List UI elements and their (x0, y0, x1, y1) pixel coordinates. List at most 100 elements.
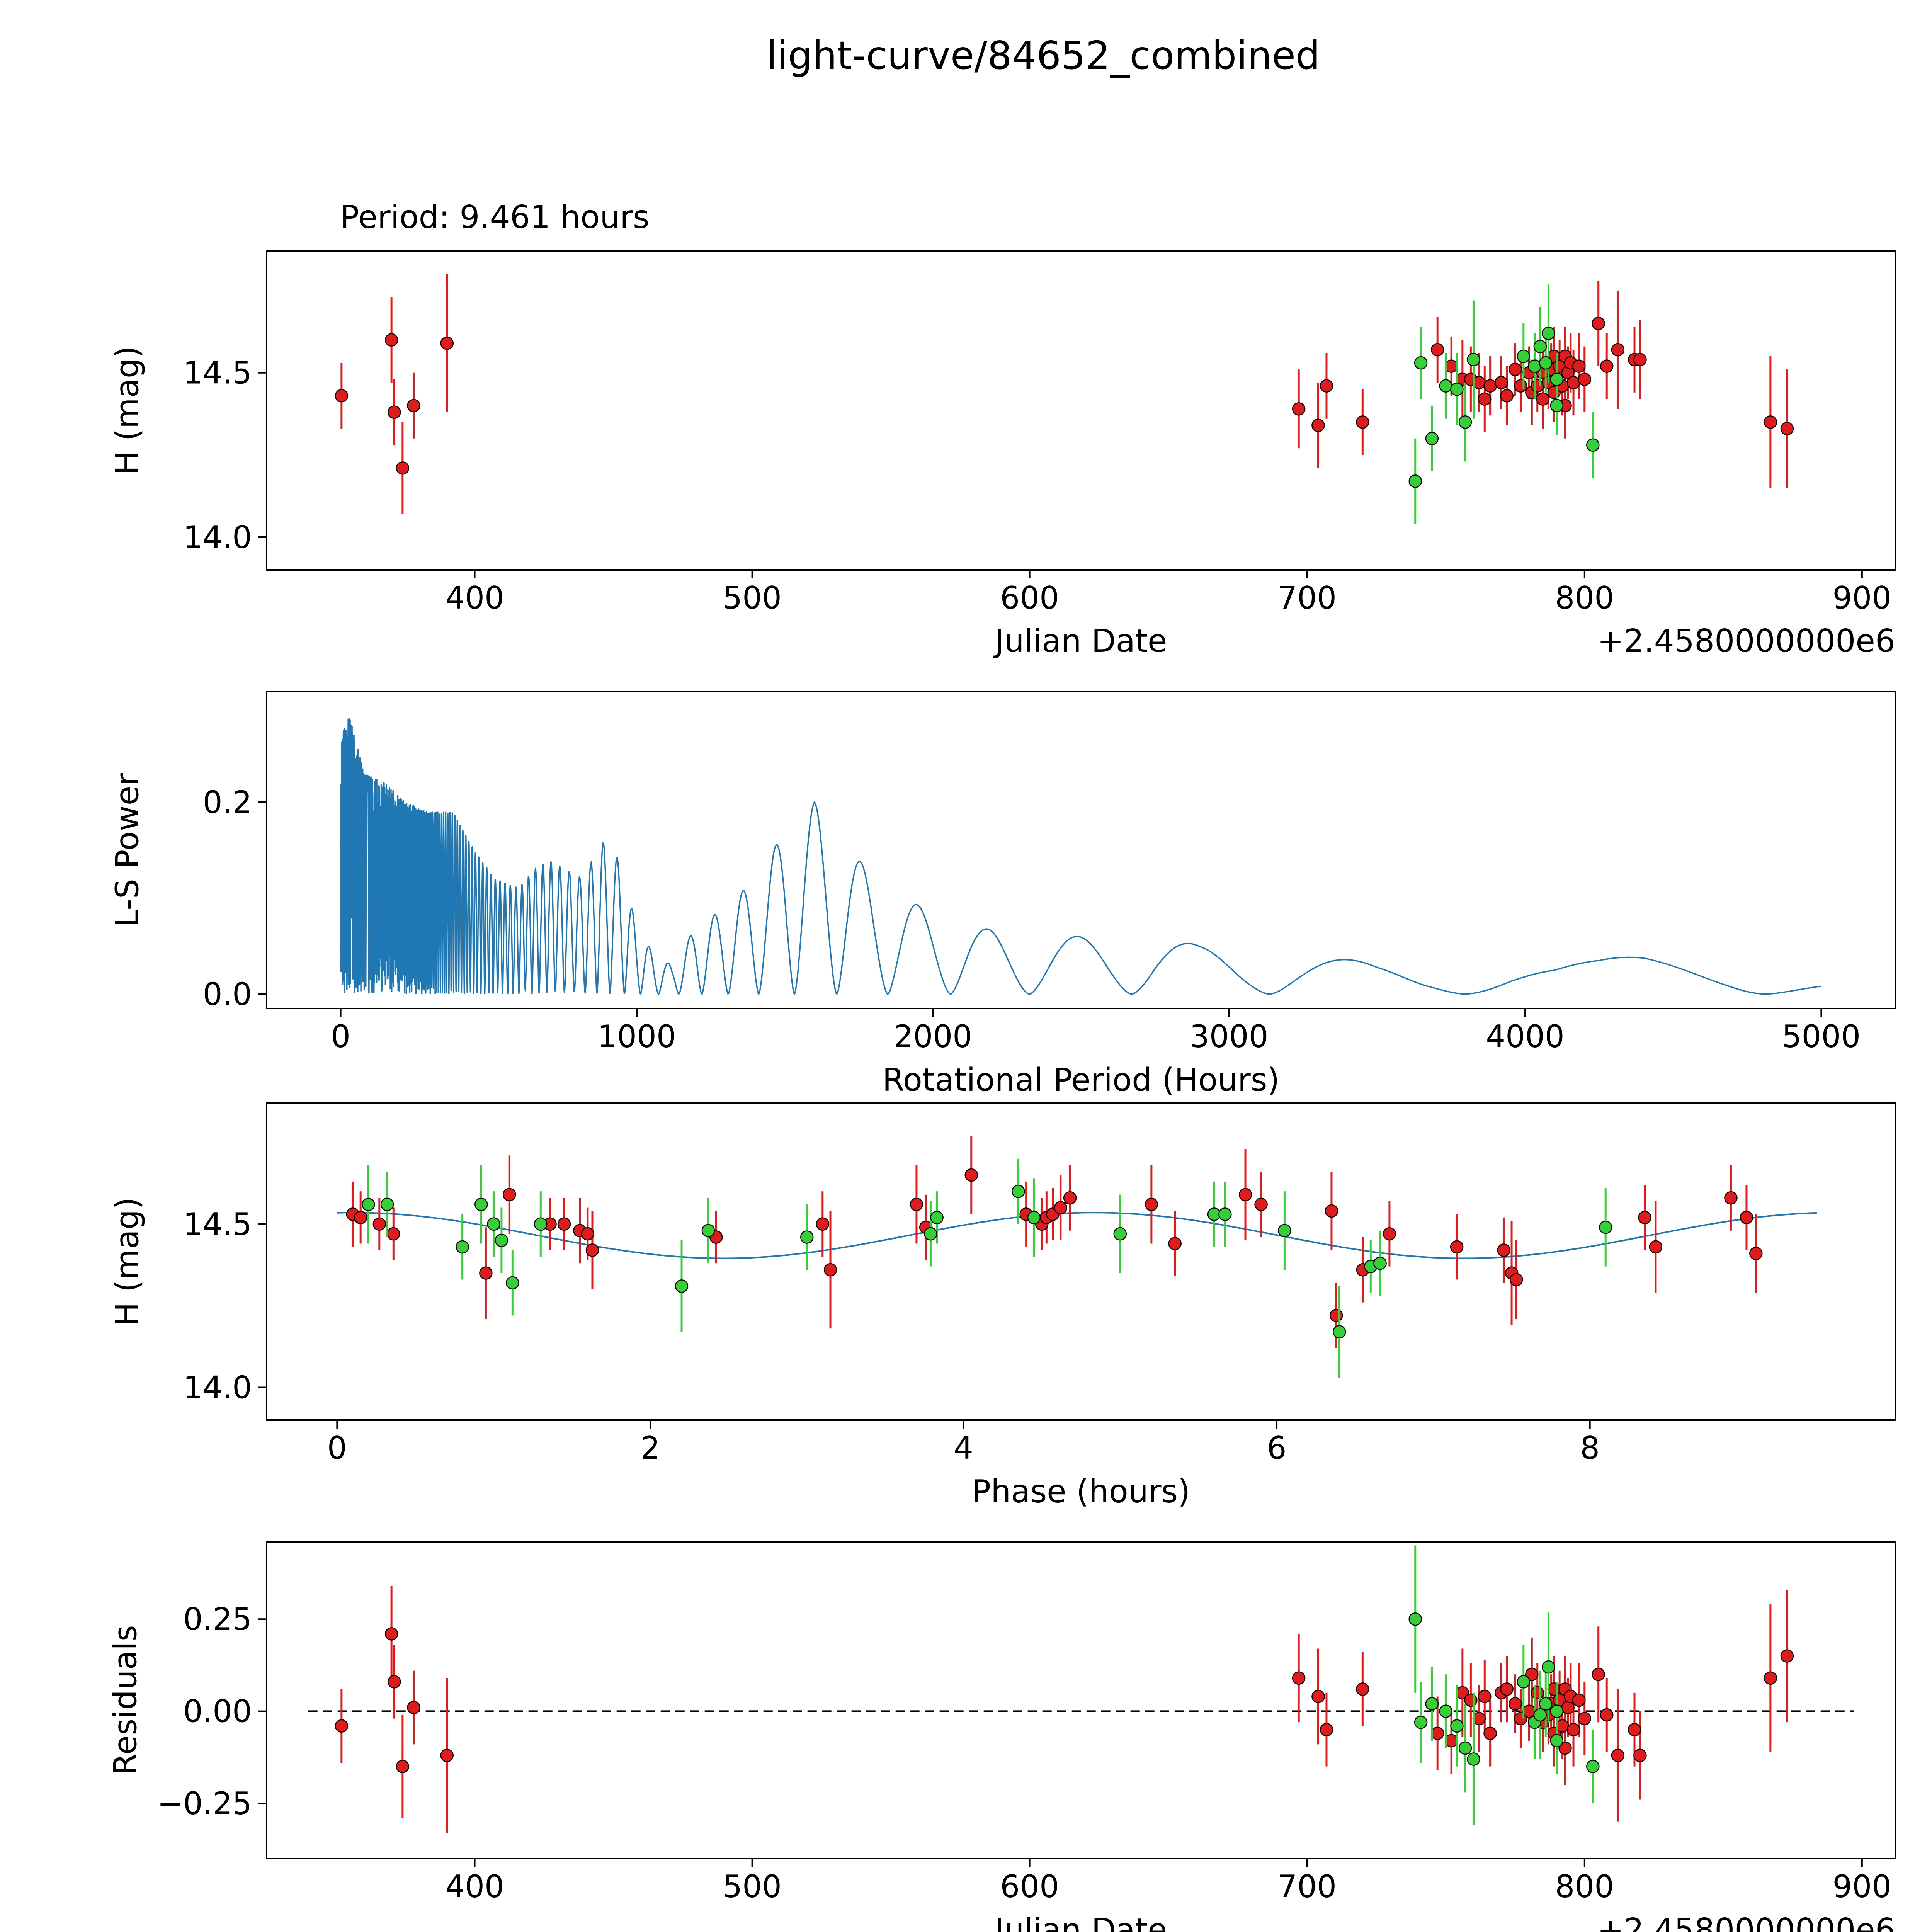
data-point (1600, 1708, 1614, 1722)
data-point (1063, 1191, 1077, 1205)
axes-box (266, 1541, 1896, 1859)
data-point (362, 1197, 375, 1211)
y-tick-label: 14.5 (183, 1206, 252, 1242)
yaxis-label-jd-lightcurve: H (mag) (109, 346, 146, 475)
y-tick-label: 0.00 (183, 1694, 252, 1730)
fit-curve (337, 1212, 1817, 1259)
data-point (910, 1197, 923, 1211)
data-point (701, 1224, 715, 1237)
data-point (675, 1279, 689, 1293)
data-point (1444, 1734, 1458, 1748)
x-tick-label: 0 (327, 1430, 347, 1466)
data-point (1764, 1671, 1777, 1685)
x-tick-label: 8 (1580, 1430, 1600, 1466)
data-point (823, 1263, 837, 1277)
data-point (1517, 349, 1531, 363)
data-point (1561, 1701, 1575, 1714)
data-point (1550, 399, 1564, 412)
data-point (387, 1227, 400, 1241)
data-point (1724, 1191, 1738, 1205)
x-tick-label: 900 (1832, 1869, 1891, 1905)
x-tick-label: 900 (1832, 580, 1891, 616)
data-point (1458, 1741, 1472, 1755)
data-point (1578, 1712, 1592, 1725)
data-point (479, 1266, 493, 1280)
data-point (1611, 1748, 1625, 1762)
figure-title: light-curve/84652_combined (766, 33, 1320, 78)
y-tick-label: −0.25 (157, 1786, 252, 1821)
data-point (1483, 1726, 1497, 1740)
data-point (1547, 1682, 1561, 1696)
data-point (1497, 1243, 1511, 1257)
data-point (474, 1197, 488, 1211)
data-point (384, 1627, 398, 1641)
data-point (1425, 1697, 1439, 1711)
data-point (1542, 1660, 1555, 1674)
data-point (1522, 1704, 1536, 1718)
data-point (396, 1760, 410, 1773)
x-tick-label: 800 (1555, 1869, 1614, 1905)
data-point (335, 1719, 349, 1733)
data-point (930, 1211, 944, 1225)
series-green-dataset (362, 1158, 1612, 1378)
data-point (1472, 1712, 1486, 1725)
x-tick-label: 600 (1000, 1869, 1059, 1905)
data-point (1444, 359, 1458, 373)
panel-phase-folded: 0 2 4 6 8 14.0 14.5 (183, 1102, 1896, 1466)
data-point (1566, 1723, 1580, 1736)
data-point (407, 399, 420, 412)
data-point (1414, 356, 1428, 370)
data-point (354, 1211, 367, 1225)
data-point (1168, 1237, 1182, 1250)
data-point (964, 1168, 978, 1182)
axes-box (266, 691, 1896, 1009)
xaxis-label-phase-folded: Phase (hours) (971, 1473, 1190, 1510)
xaxis-label-residuals: Julian Date (995, 1912, 1167, 1932)
data-point (1578, 372, 1592, 386)
data-point (1638, 1211, 1651, 1225)
data-point (1467, 353, 1480, 366)
data-point (1517, 1675, 1531, 1689)
data-point (1572, 359, 1586, 373)
data-point (581, 1227, 595, 1241)
y-tick-label: 0.2 (203, 784, 252, 820)
data-point (407, 1701, 420, 1714)
series-green-dataset (1408, 284, 1600, 524)
panel-periodogram: 0 1000 2000 3000 4000 5000 0.0 0.2 (203, 691, 1896, 1054)
data-point (1439, 379, 1452, 393)
data-point (1430, 343, 1444, 357)
data-point (1464, 1693, 1478, 1707)
data-point (1311, 1690, 1325, 1703)
data-point (557, 1217, 571, 1231)
data-point (440, 336, 454, 350)
data-point (1450, 382, 1464, 396)
data-point (1320, 1723, 1333, 1736)
data-point (816, 1217, 830, 1231)
data-point (384, 333, 398, 347)
data-point (924, 1227, 937, 1241)
data-point (1586, 438, 1600, 452)
data-point (800, 1230, 814, 1244)
data-point (1536, 392, 1550, 406)
data-point (1514, 379, 1527, 393)
data-point (1012, 1184, 1025, 1198)
data-point (1556, 1719, 1569, 1733)
data-point (1292, 1671, 1306, 1685)
data-point (1430, 1726, 1444, 1740)
data-point (1558, 1741, 1572, 1755)
series-red-dataset (335, 274, 1794, 514)
data-point (335, 389, 349, 403)
xaxis-offset-jd-lightcurve: +2.4580000000e6 (1597, 623, 1895, 660)
data-point (388, 405, 401, 419)
data-point (1414, 1715, 1428, 1729)
data-point (1539, 1697, 1553, 1711)
data-point (1500, 1682, 1514, 1696)
data-point (388, 1675, 401, 1689)
data-point (1566, 376, 1580, 389)
data-point (1373, 1256, 1387, 1270)
x-tick-label: 400 (445, 1869, 504, 1905)
data-point (1408, 474, 1422, 488)
data-point (380, 1197, 394, 1211)
yaxis-label-residuals: Residuals (107, 1625, 144, 1776)
